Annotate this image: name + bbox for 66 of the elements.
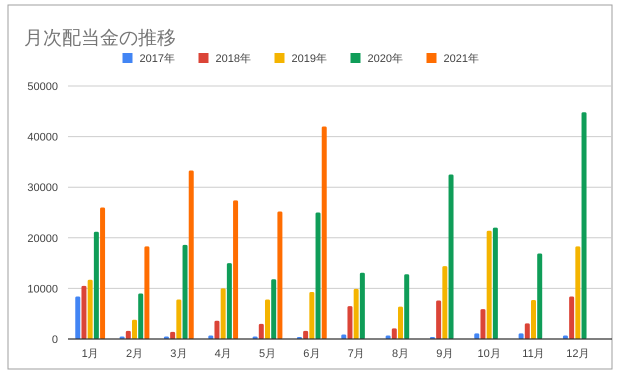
- y-tick-label: 0: [52, 334, 58, 346]
- bar: [88, 280, 93, 339]
- bar: [575, 246, 580, 339]
- bar: [75, 296, 80, 339]
- bar: [582, 112, 587, 339]
- y-tick-label: 30000: [27, 182, 58, 194]
- bar: [100, 207, 106, 339]
- legend-label: 2020年: [368, 53, 403, 65]
- legend-label: 2021年: [444, 53, 479, 65]
- bar: [537, 253, 542, 339]
- y-tick-label: 20000: [27, 232, 58, 245]
- bar: [316, 212, 321, 339]
- chart-title: 月次配当金の推移: [24, 28, 176, 49]
- bar: [322, 126, 327, 339]
- bar: [303, 330, 308, 339]
- bar: [126, 330, 131, 339]
- bar: [480, 309, 486, 339]
- x-tick-label: 2月: [126, 348, 144, 360]
- bar: [188, 170, 194, 339]
- legend-label: 2019年: [292, 53, 327, 65]
- bar: [271, 279, 276, 339]
- bar: [442, 266, 448, 339]
- x-tick-label: 9月: [436, 348, 454, 360]
- bar: [448, 174, 454, 339]
- legend-label: 2018年: [216, 53, 251, 65]
- legend-label: 2017年: [140, 53, 175, 65]
- x-tick-label: 11月: [522, 348, 545, 360]
- bar: [258, 324, 264, 339]
- bar: [492, 228, 498, 339]
- x-tick-label: 1月: [82, 348, 99, 360]
- bar: [354, 288, 359, 339]
- bar: [81, 286, 86, 339]
- x-tick-label: 12月: [566, 348, 590, 360]
- bar: [144, 246, 150, 339]
- bar: [436, 300, 442, 339]
- bar: [486, 230, 492, 339]
- bar: [392, 328, 397, 339]
- bar: [265, 300, 270, 339]
- bar: [404, 274, 410, 339]
- bar: [233, 200, 238, 339]
- bar: [220, 288, 226, 339]
- bar: [524, 323, 530, 339]
- bar: [360, 272, 365, 339]
- bar: [531, 300, 536, 339]
- bar: [277, 211, 282, 339]
- bar: [309, 292, 314, 339]
- x-tick-label: 8月: [392, 348, 410, 360]
- bar: [182, 244, 188, 339]
- y-tick-label: 50000: [27, 81, 58, 93]
- x-tick-label: 6月: [303, 348, 320, 360]
- bar: [214, 320, 220, 339]
- x-tick-label: 5月: [258, 348, 276, 360]
- x-tick-label: 10月: [478, 348, 501, 360]
- bar: [138, 293, 144, 339]
- bar: [176, 300, 182, 339]
- bar: [398, 306, 403, 339]
- x-tick-label: 7月: [348, 348, 365, 360]
- x-tick-label: 4月: [214, 348, 232, 360]
- bar: [94, 232, 99, 339]
- y-tick-label: 10000: [27, 283, 58, 296]
- bar: [569, 296, 574, 339]
- bar: [132, 320, 137, 339]
- x-tick-label: 3月: [170, 348, 188, 360]
- bar: [226, 263, 232, 339]
- y-tick-label: 40000: [27, 132, 58, 144]
- bar: [347, 306, 352, 339]
